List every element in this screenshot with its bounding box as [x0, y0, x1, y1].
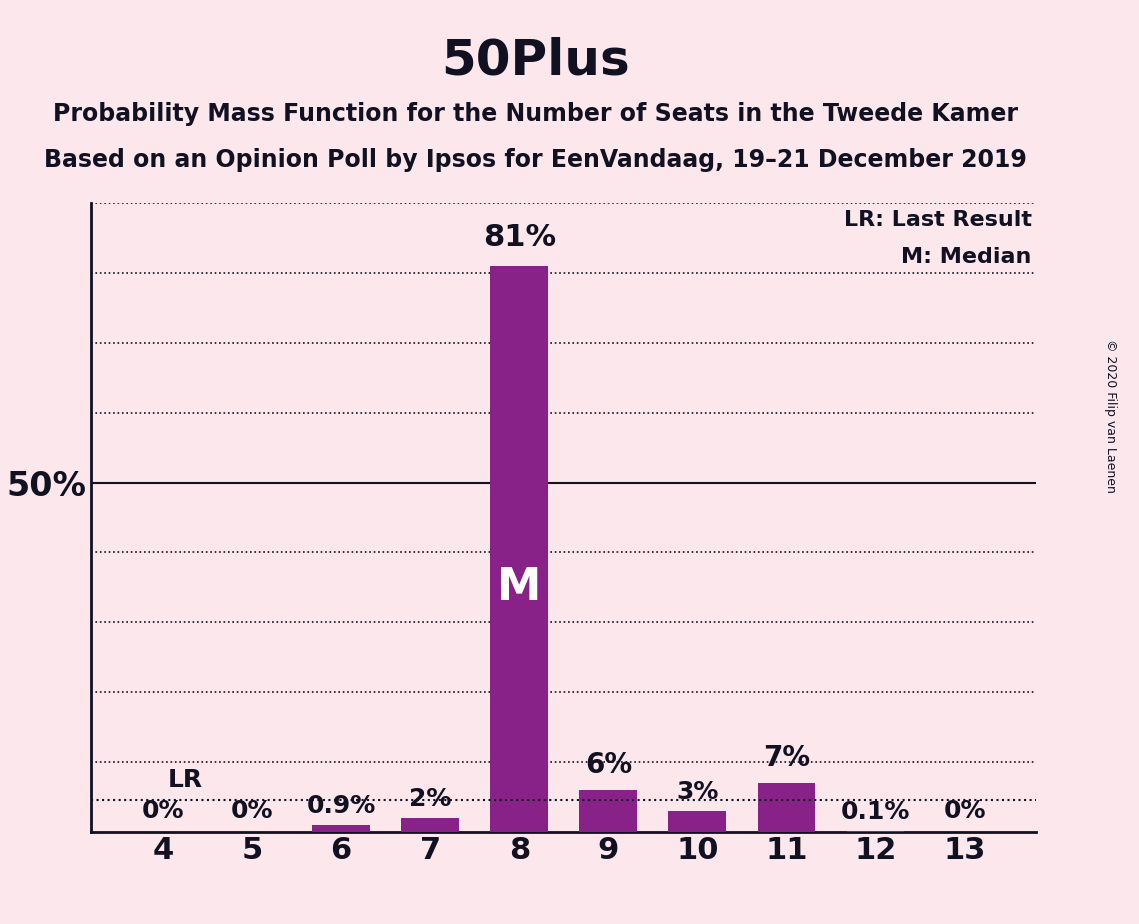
Bar: [669, 810, 727, 832]
Bar: [490, 266, 548, 832]
Text: Probability Mass Function for the Number of Seats in the Tweede Kamer: Probability Mass Function for the Number…: [52, 102, 1018, 126]
Text: 0%: 0%: [231, 799, 273, 823]
Text: LR: LR: [167, 768, 203, 792]
Text: M: Median: M: Median: [901, 248, 1032, 267]
Text: Based on an Opinion Poll by Ipsos for EenVandaag, 19–21 December 2019: Based on an Opinion Poll by Ipsos for Ee…: [44, 148, 1026, 172]
Text: 0.1%: 0.1%: [841, 800, 910, 824]
Bar: [757, 783, 816, 832]
Bar: [312, 825, 370, 832]
Text: 2%: 2%: [409, 786, 451, 810]
Text: 0%: 0%: [141, 799, 185, 823]
Text: 50Plus: 50Plus: [441, 37, 630, 85]
Text: 0%: 0%: [943, 799, 986, 823]
Bar: [401, 818, 459, 832]
Text: M: M: [497, 565, 541, 609]
Text: 7%: 7%: [763, 744, 810, 772]
Text: © 2020 Filip van Laenen: © 2020 Filip van Laenen: [1104, 339, 1117, 492]
Text: 6%: 6%: [584, 751, 632, 779]
Bar: [580, 790, 638, 832]
Text: LR: Last Result: LR: Last Result: [844, 210, 1032, 229]
Text: 0.9%: 0.9%: [306, 795, 376, 819]
Text: 3%: 3%: [677, 780, 719, 804]
Text: 81%: 81%: [483, 224, 556, 252]
